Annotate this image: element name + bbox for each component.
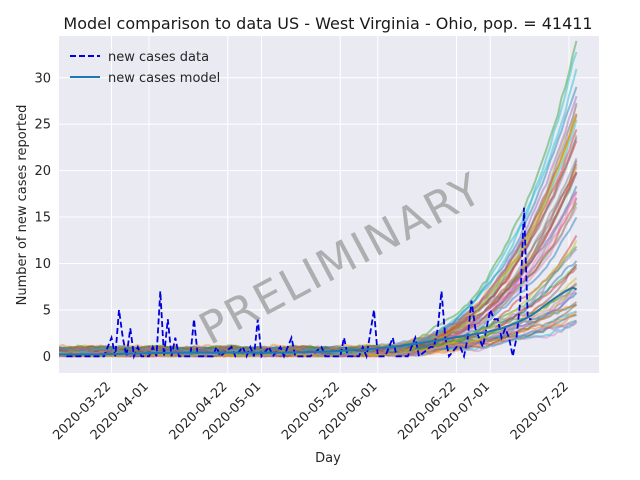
model-run-line: [59, 283, 578, 353]
model-run-line: [59, 115, 578, 358]
model-run-line: [59, 163, 578, 358]
model-run-line: [59, 104, 578, 357]
model-run-line: [59, 303, 578, 358]
y-axis-ticks: 0 5 10 15 20 25 30: [34, 71, 51, 365]
model-run-line: [59, 240, 578, 358]
legend: new cases data new cases model: [70, 50, 220, 86]
model-run-line: [59, 287, 578, 358]
series-layer: [59, 207, 577, 360]
model-run-line: [59, 172, 578, 357]
y-tick-label: 0: [43, 350, 51, 365]
y-tick-label: 10: [34, 257, 51, 272]
model-run-line: [59, 277, 578, 357]
model-run-line: [59, 113, 578, 353]
model-run-line: [59, 248, 578, 358]
chart-title: Model comparison to data US - West Virgi…: [63, 14, 592, 33]
model-run-line: [59, 171, 578, 354]
y-tick-label: 25: [34, 118, 51, 133]
model-run-line: [59, 51, 578, 357]
model-run-line: [59, 303, 578, 358]
legend-label-data: new cases data: [108, 50, 209, 65]
x-axis-label: Day: [315, 451, 341, 466]
model-run-line: [59, 260, 578, 355]
y-axis-label: Number of new cases reported: [15, 105, 30, 306]
model-run-line: [59, 311, 578, 355]
y-tick-label: 30: [34, 71, 51, 86]
y-tick-label: 15: [34, 211, 51, 226]
series-line-data: [66, 207, 532, 360]
legend-label-model: new cases model: [108, 71, 220, 86]
model-run-line: [59, 129, 578, 358]
model-run-line: [59, 265, 578, 353]
y-tick-label: 20: [34, 164, 51, 179]
grid: [59, 36, 599, 373]
x-tick-label: 2020-07-22: [508, 379, 572, 443]
model-run-line: [59, 322, 577, 358]
y-tick-label: 5: [43, 303, 51, 318]
series-line-model: [59, 286, 577, 356]
